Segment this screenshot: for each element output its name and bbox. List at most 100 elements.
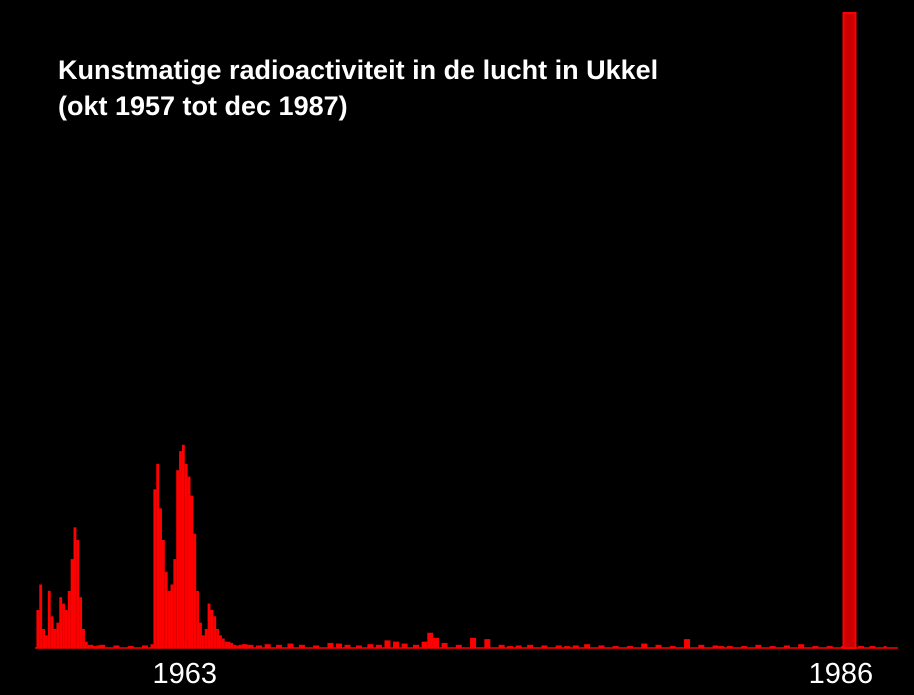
bar bbox=[181, 444, 185, 648]
bar bbox=[393, 641, 400, 648]
bar bbox=[150, 644, 154, 648]
bar bbox=[47, 590, 51, 648]
bar bbox=[798, 644, 805, 648]
bar bbox=[484, 639, 491, 648]
bar bbox=[187, 476, 191, 648]
bar bbox=[39, 584, 43, 648]
bar bbox=[641, 643, 648, 648]
bar bbox=[238, 644, 242, 648]
bar bbox=[327, 642, 334, 648]
bar bbox=[755, 644, 762, 648]
bar bbox=[59, 597, 63, 648]
bar bbox=[401, 643, 408, 648]
bar bbox=[221, 638, 225, 648]
bar bbox=[344, 644, 351, 648]
bar bbox=[541, 645, 548, 648]
bar bbox=[199, 622, 202, 648]
bar bbox=[201, 635, 205, 648]
bar bbox=[335, 643, 342, 648]
x-tick-label: 1986 bbox=[809, 658, 874, 690]
bar bbox=[230, 642, 234, 648]
bar bbox=[167, 590, 171, 648]
bar bbox=[584, 644, 591, 648]
chart-title-line-2: (okt 1957 tot dec 1987) bbox=[58, 91, 348, 121]
bar bbox=[355, 645, 362, 648]
bar bbox=[298, 644, 305, 648]
bar bbox=[384, 640, 391, 648]
bar bbox=[90, 644, 94, 648]
bar bbox=[698, 644, 705, 648]
bar bbox=[53, 628, 57, 648]
bar bbox=[507, 646, 514, 648]
bar bbox=[236, 645, 239, 648]
bar bbox=[42, 628, 45, 648]
bar bbox=[726, 646, 733, 648]
bar bbox=[113, 645, 120, 648]
bar bbox=[287, 643, 294, 648]
bar bbox=[79, 597, 83, 648]
bar bbox=[598, 645, 605, 648]
bar bbox=[64, 609, 68, 648]
bar bbox=[207, 603, 211, 648]
bar bbox=[213, 616, 217, 648]
bar bbox=[564, 646, 571, 648]
bar bbox=[612, 646, 619, 648]
bar bbox=[56, 622, 60, 648]
bar bbox=[161, 540, 165, 648]
bar bbox=[196, 590, 200, 648]
bar bbox=[655, 644, 662, 648]
bar bbox=[233, 644, 237, 648]
bar bbox=[36, 609, 40, 648]
bar bbox=[718, 646, 725, 648]
bar bbox=[173, 559, 177, 648]
bar bbox=[44, 635, 48, 648]
bar bbox=[869, 646, 876, 648]
bar bbox=[184, 463, 188, 648]
bar bbox=[783, 645, 790, 648]
bar bbox=[498, 644, 505, 648]
bar bbox=[127, 646, 134, 648]
bar bbox=[515, 645, 522, 648]
bar bbox=[73, 527, 77, 648]
bar bbox=[413, 644, 420, 648]
bar bbox=[50, 616, 54, 648]
bar bbox=[858, 646, 865, 648]
x-tick-labels: 1963 1986 bbox=[153, 658, 874, 690]
bar bbox=[626, 646, 633, 648]
bar bbox=[432, 637, 439, 648]
bar bbox=[67, 590, 71, 648]
bar bbox=[421, 641, 428, 648]
bar bbox=[141, 645, 148, 648]
bar bbox=[76, 540, 80, 648]
bar bbox=[179, 451, 182, 648]
bar bbox=[527, 644, 534, 648]
bar bbox=[241, 644, 248, 648]
bar bbox=[470, 637, 477, 648]
bar bbox=[264, 644, 271, 648]
bar bbox=[441, 642, 448, 648]
bar bbox=[193, 533, 197, 648]
bar bbox=[99, 644, 106, 648]
bar bbox=[555, 645, 562, 648]
bar bbox=[684, 639, 691, 648]
bar bbox=[96, 645, 100, 648]
bar bbox=[219, 635, 222, 648]
bar bbox=[256, 645, 263, 648]
bar bbox=[170, 584, 174, 648]
bar bbox=[741, 646, 748, 648]
x-tick-label: 1963 bbox=[153, 658, 218, 690]
bars-group bbox=[36, 12, 887, 649]
bar bbox=[84, 641, 88, 648]
bar bbox=[210, 609, 214, 648]
chart-title-line-1: Kunstmatige radioactiviteit in de lucht … bbox=[58, 55, 658, 85]
bar bbox=[712, 645, 719, 648]
bar bbox=[455, 644, 462, 648]
bar bbox=[93, 646, 97, 648]
bar bbox=[427, 632, 433, 648]
bar bbox=[216, 628, 220, 648]
bar bbox=[190, 495, 194, 648]
bar bbox=[70, 559, 74, 648]
bar bbox=[204, 628, 208, 648]
